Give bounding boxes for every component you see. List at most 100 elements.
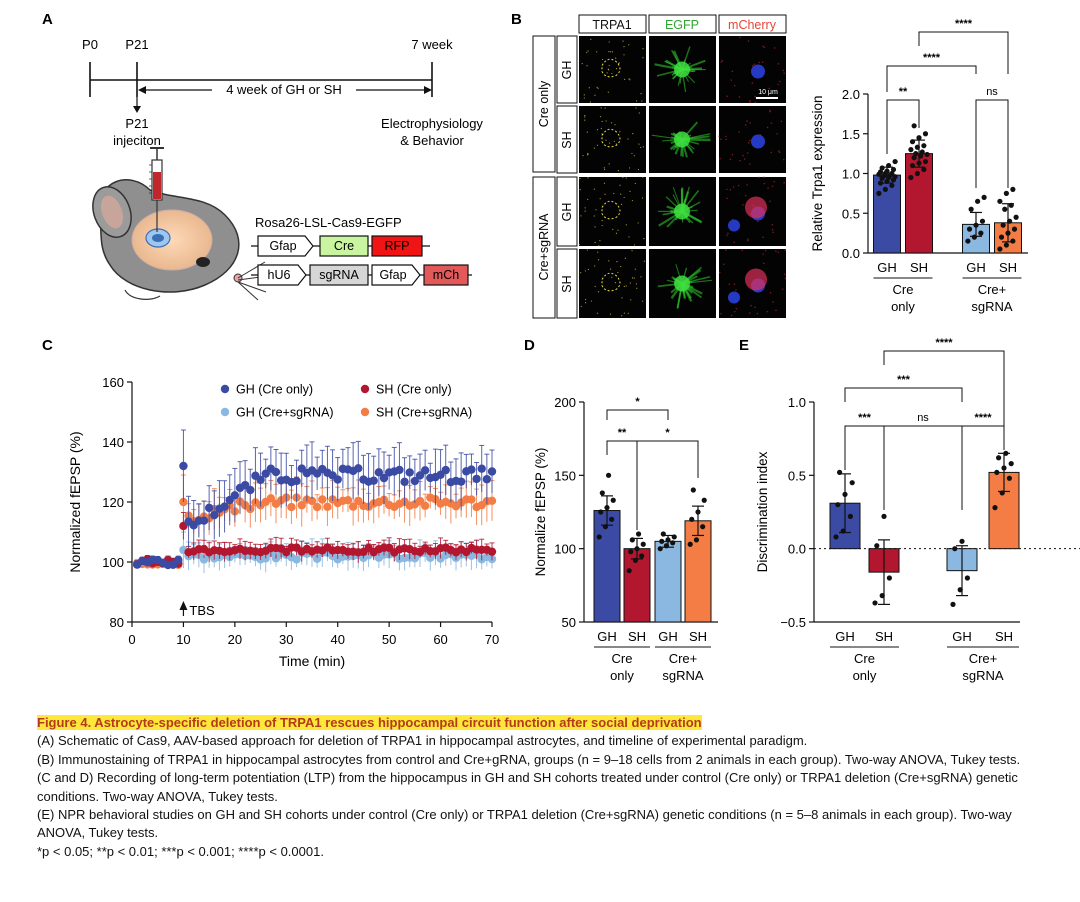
data-point [921, 166, 927, 173]
data-point [911, 155, 917, 161]
sgrna-box [309, 264, 369, 286]
data-point [884, 168, 890, 174]
significance-bracket [844, 387, 963, 402]
significance-label: ns [917, 412, 929, 424]
tbs-arrow [179, 601, 188, 610]
caption-line-e: (E) NPR behavioral studies on GH and SH … [37, 807, 1012, 841]
data-point [701, 497, 707, 503]
series-point [266, 494, 276, 503]
data-point [693, 537, 700, 543]
data-point [997, 246, 1003, 252]
series-point [210, 510, 219, 520]
data-point [671, 534, 677, 540]
ltp-timecourse-chart: 80 100 120 140 160 0 10 20 30 40 50 60 70 Time (min) N… [67, 375, 499, 669]
category-label: SH [875, 629, 893, 644]
series-point [354, 464, 363, 473]
y-tick-label: 50 [562, 615, 576, 630]
series-point [287, 502, 296, 512]
row-label-1: GH [560, 61, 574, 80]
significance-bracket [883, 350, 1005, 440]
data-point [889, 182, 895, 189]
data-point [634, 546, 640, 552]
construct-title: Rosa26-LSL-Cas9-EGFP [255, 215, 402, 230]
data-point [700, 524, 706, 530]
y-tick-label: 80 [110, 615, 124, 630]
column-header-mcherry: mCherry [728, 18, 777, 32]
series-point [420, 466, 430, 475]
y-tick-label: 100 [554, 542, 576, 557]
construct-2-reporter: mCh [433, 268, 459, 282]
construct-1-reporter: RFP [385, 239, 410, 253]
data-point [1006, 475, 1013, 481]
bar [623, 548, 651, 623]
x-tick-label: 0 [128, 632, 135, 647]
significance-label: **** [974, 412, 992, 424]
trpa1-expression-chart: 0.0 0.5 1.0 1.5 2.0 Relative Trpa1 expression… [810, 18, 1028, 314]
series-point [292, 476, 301, 486]
panel-letter-c: C [42, 337, 53, 354]
data-point [1002, 206, 1008, 212]
y-tick-label: 100 [102, 555, 124, 570]
legend-marker [360, 407, 370, 417]
timeline-p0: P0 [82, 37, 98, 52]
legend-label: GH (Cre+sgRNA) [236, 406, 334, 420]
legend-marker [220, 407, 230, 417]
data-point [924, 151, 930, 158]
data-point [695, 509, 701, 515]
data-point [911, 123, 917, 129]
data-point [872, 600, 878, 606]
group-label: Cre [893, 282, 914, 297]
micrograph-grid [578, 36, 787, 318]
data-point [889, 170, 895, 177]
construct-1: Gfap Cre RFP [251, 235, 430, 257]
data-point [922, 158, 929, 165]
data-point [876, 190, 882, 196]
series-point [374, 468, 384, 477]
data-point [965, 238, 971, 244]
data-point [609, 516, 615, 522]
data-point [957, 587, 963, 593]
data-point [879, 165, 885, 171]
y-tick-label: 0.5 [788, 468, 806, 483]
group-label: only [891, 299, 915, 314]
cre-box [319, 235, 369, 257]
data-point [874, 543, 880, 549]
discrimination-index-chart: −0.5 0.0 0.5 1.0 Discrimination index GH SH GH S… [755, 337, 1080, 683]
data-point [959, 538, 965, 544]
series-point [246, 485, 255, 495]
group-label: only [853, 668, 877, 683]
series-point [405, 468, 414, 477]
data-point [908, 174, 914, 181]
fepsp-bar-chart: 50 100 150 200 Normalize fEPSP (%) GH SH GH SH Cr… [533, 395, 718, 683]
bar [593, 510, 621, 623]
series-point [410, 476, 420, 486]
mouse-illustration [92, 147, 269, 301]
data-point [971, 234, 977, 240]
series-point [333, 475, 342, 484]
y-tick-label: −0.5 [780, 615, 806, 630]
series-point [456, 477, 466, 486]
significance-label: * [635, 396, 640, 408]
data-point [1005, 230, 1011, 236]
series-point [323, 502, 332, 512]
x-tick-label: 10 [176, 632, 190, 647]
micrograph-tile [579, 177, 646, 246]
data-point [1001, 465, 1007, 471]
significance-label: ** [618, 427, 627, 439]
injection-label-2: injeciton [113, 133, 161, 148]
series-point [307, 496, 317, 506]
data-point [968, 206, 974, 212]
group-label: sgRNA [962, 668, 1004, 683]
bar [873, 174, 901, 254]
data-point [975, 198, 981, 204]
data-point [663, 543, 670, 549]
category-label: SH [628, 629, 646, 644]
series-point [256, 475, 265, 485]
category-label: SH [995, 629, 1013, 644]
data-point [835, 502, 841, 508]
significance-label: ** [899, 86, 908, 98]
figure-4: A P0 P21 7 week 4 week of GH or SH P21 i… [42, 11, 1080, 683]
y-tick-label: 160 [102, 375, 124, 390]
data-point [599, 490, 605, 496]
bar [654, 540, 682, 623]
